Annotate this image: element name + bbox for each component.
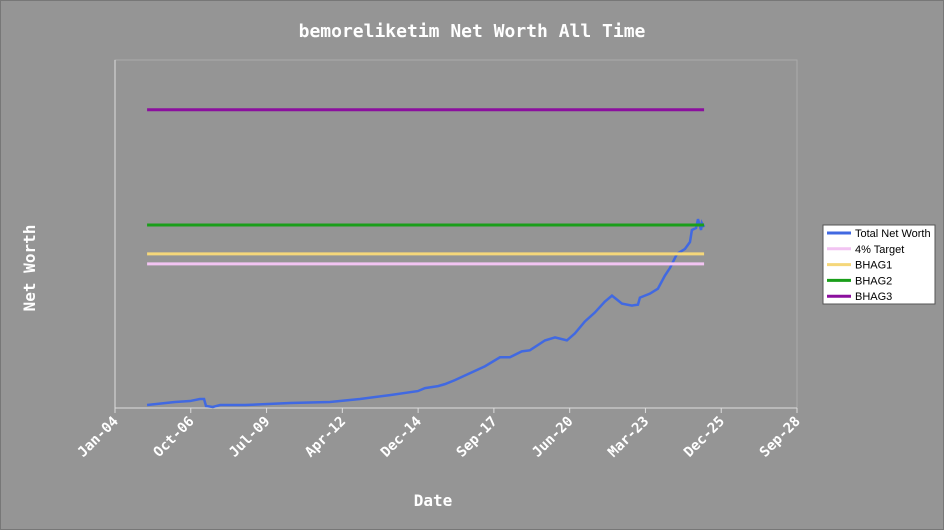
legend [822, 224, 936, 305]
x-axis-label: Date [414, 491, 453, 510]
legend-label: Total Net Worth [855, 228, 931, 240]
chart-title: bemoreliketim Net Worth All Time [299, 21, 646, 42]
legend-label: BHAG2 [855, 275, 892, 287]
y-axis-label: Net Worth [20, 225, 39, 312]
legend-label: BHAG3 [855, 291, 892, 303]
legend-label: BHAG1 [855, 260, 892, 272]
legend-label: 4% Target [855, 244, 904, 256]
